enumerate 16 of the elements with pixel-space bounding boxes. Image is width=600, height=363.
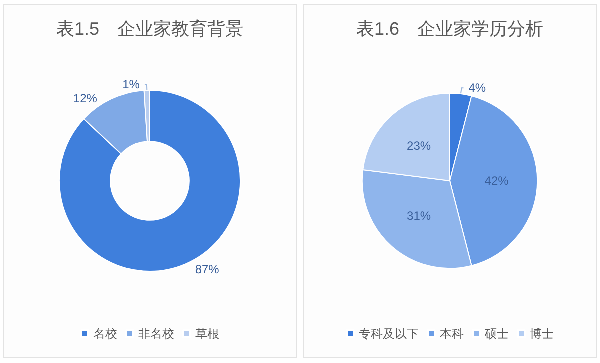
legend-label: 本科 (440, 327, 464, 341)
data-label: 1% (122, 78, 140, 92)
legend-label: 名校 (94, 327, 118, 341)
data-label: 42% (484, 174, 510, 188)
data-label: 23% (407, 138, 432, 153)
data-label: 87% (195, 262, 220, 277)
data-label: 4% (468, 81, 486, 96)
legend-label: 博士 (530, 327, 554, 341)
chart-title: 表1.6 企业家学历分析 (356, 19, 544, 39)
chart-title: 表1.5 企业家教育背景 (56, 19, 244, 39)
legend-label: 专科及以下 (359, 327, 419, 341)
legend-label: 非名校 (138, 327, 174, 341)
data-label: 31% (407, 209, 432, 224)
data-label: 12% (73, 92, 98, 106)
legend-label: 草根 (196, 327, 220, 341)
legend-label: 硕士 (484, 327, 509, 341)
